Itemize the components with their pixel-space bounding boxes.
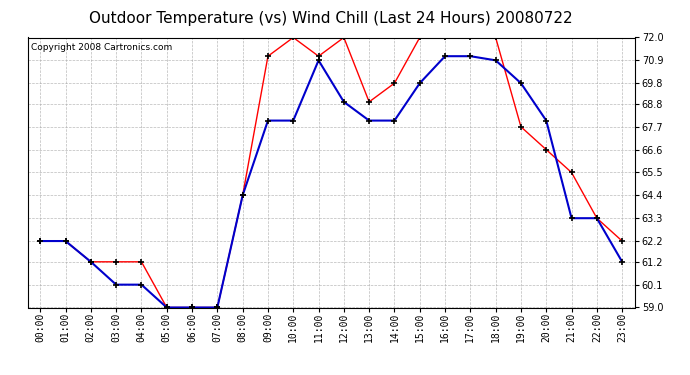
Text: Outdoor Temperature (vs) Wind Chill (Last 24 Hours) 20080722: Outdoor Temperature (vs) Wind Chill (Las… [90, 11, 573, 26]
Text: Copyright 2008 Cartronics.com: Copyright 2008 Cartronics.com [30, 43, 172, 52]
